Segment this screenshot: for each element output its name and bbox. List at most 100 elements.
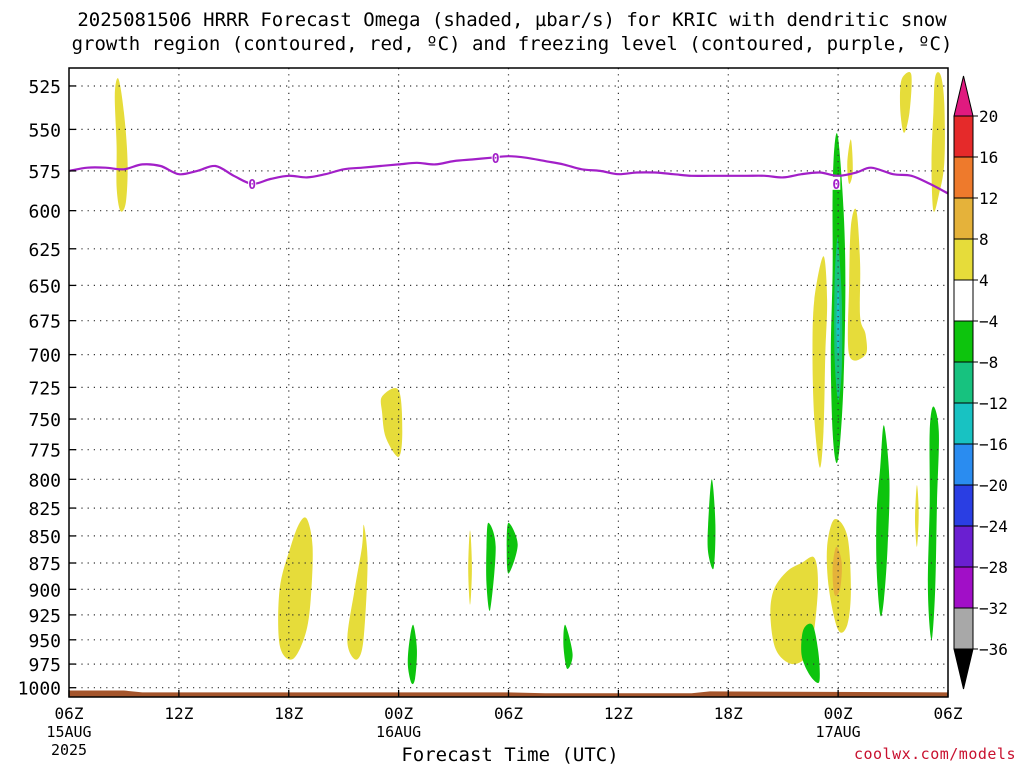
legend-swatch-top — [953, 75, 974, 117]
omega-area-10 — [847, 139, 853, 184]
legend-swatch-10 — [953, 525, 974, 568]
omega-area-18 — [506, 522, 518, 574]
omega-area-17 — [407, 624, 417, 685]
legend-swatch-6 — [953, 361, 974, 404]
x-tick-label-48: 06Z — [934, 704, 963, 723]
legend-label-4: 4 — [979, 271, 989, 290]
grid — [69, 68, 948, 697]
legend-swatch-1 — [953, 156, 974, 199]
y-tick-label-650: 650 — [28, 276, 61, 297]
legend-label-3: 8 — [979, 230, 989, 249]
legend-swatch-12 — [953, 607, 974, 650]
y-tick-label-625: 625 — [28, 240, 61, 261]
y-tick-label-775: 775 — [28, 441, 61, 462]
chart-title-line-1: 2025081506 HRRR Forecast Omega (shaded, … — [77, 9, 947, 31]
legend-label-6: −8 — [979, 353, 998, 372]
y-tick-label-600: 600 — [28, 202, 61, 223]
omega-area-3 — [347, 524, 368, 660]
omega-area-19 — [486, 522, 496, 611]
legend-swatch-bottom — [953, 648, 974, 690]
freezing-level-line — [68, 155, 949, 195]
omega-area-11 — [899, 72, 912, 133]
y-tick-label-525: 525 — [28, 77, 61, 98]
y-tick-label-925: 925 — [28, 606, 61, 627]
site-credit: coolwx.com/models — [853, 745, 1016, 763]
x-tick-label-42: 00Z — [824, 704, 853, 723]
freezing-label-bg-1 — [491, 150, 500, 164]
x-tick-date-42: 17AUG — [816, 723, 861, 741]
legend-swatch-5 — [953, 320, 974, 363]
y-tick-label-800: 800 — [28, 470, 61, 491]
legend-swatch-3 — [953, 238, 974, 281]
omega-area-1 — [380, 387, 403, 457]
legend-label-10: −24 — [979, 517, 1008, 536]
y-tick-label-825: 825 — [28, 499, 61, 520]
freezing-level-label-0: 0 — [248, 178, 256, 193]
omega-area-2 — [278, 517, 313, 660]
y-tick-label-975: 975 — [28, 655, 61, 676]
y-tick-label-850: 850 — [28, 527, 61, 548]
y-tick-label-550: 550 — [28, 120, 61, 141]
legend-swatch-0 — [953, 115, 974, 158]
omega-area-0 — [114, 78, 128, 212]
freezing-level-label-2: 0 — [832, 178, 840, 193]
legend-label-2: 12 — [979, 189, 998, 208]
x-tick-label-30: 12Z — [604, 704, 633, 723]
x-tick-date-18: 16AUG — [376, 723, 421, 741]
freezing-level-label-1: 0 — [492, 152, 500, 167]
legend-swatch-9 — [953, 484, 974, 527]
legend-label-1: 16 — [979, 148, 998, 167]
color-legend: 20 16 12 8 4 −4 −8 −12 −16 −20 −24 −28 −32 −36 — [953, 75, 1008, 690]
omega-area-23 — [876, 425, 890, 617]
x-axis-label: Forecast Time (UTC) — [401, 744, 619, 766]
y-tick-label-950: 950 — [28, 631, 61, 652]
y-tick-label-675: 675 — [28, 312, 61, 333]
y-tick-label-575: 575 — [28, 162, 61, 183]
legend-swatch-4 — [953, 279, 974, 322]
x-tick-label-0: 06Z — [55, 704, 84, 723]
x-tick-label-18: 00Z — [384, 704, 413, 723]
x-tick-label-24: 06Z — [494, 704, 523, 723]
legend-label-11: −28 — [979, 558, 1008, 577]
omega-area-4 — [468, 530, 472, 605]
omega-shaded-areas — [114, 72, 945, 685]
omega-area-7 — [832, 546, 842, 596]
legend-swatch-7 — [953, 402, 974, 445]
legend-label-7: −12 — [979, 394, 1008, 413]
omega-area-8 — [812, 256, 828, 468]
omega-area-24 — [927, 406, 939, 640]
y-tick-label-1000: 1000 — [18, 679, 61, 700]
y-tick-label-875: 875 — [28, 554, 61, 575]
legend-swatch-11 — [953, 566, 974, 609]
chart-title-line-2: growth region (contoured, red, ºC) and f… — [71, 33, 953, 55]
x-tick-date-0: 15AUG — [46, 723, 91, 741]
x-tick-year-0: 2025 — [51, 741, 87, 759]
y-tick-label-700: 700 — [28, 346, 61, 367]
x-tick-label-36: 18Z — [714, 704, 743, 723]
legend-label-5: −4 — [979, 312, 998, 331]
omega-area-22 — [801, 623, 820, 683]
axes: 525 550 575 600 625 650 675 700 725 750 775 800 825 8… — [18, 67, 963, 759]
freezing-label-bg-0 — [248, 176, 257, 190]
freezing-level-contour: 0 0 0 — [68, 150, 949, 195]
y-tick-label-750: 750 — [28, 410, 61, 431]
omega-area-12 — [931, 72, 945, 212]
x-tick-label-6: 12Z — [164, 704, 193, 723]
x-tick-label-12: 18Z — [274, 704, 303, 723]
legend-swatch-2 — [953, 197, 974, 240]
y-tick-label-900: 900 — [28, 580, 61, 601]
freezing-label-bg-2 — [832, 176, 841, 190]
omega-area-21 — [707, 479, 716, 570]
omega-area-13 — [915, 485, 919, 547]
y-tick-label-725: 725 — [28, 378, 61, 399]
omega-area-9 — [847, 208, 868, 361]
legend-label-13: −36 — [979, 640, 1008, 659]
legend-label-8: −16 — [979, 435, 1008, 454]
legend-label-9: −20 — [979, 476, 1008, 495]
legend-swatch-8 — [953, 443, 974, 486]
omega-area-20 — [563, 624, 573, 670]
legend-label-0: 20 — [979, 107, 998, 126]
omega-area-16 — [836, 285, 840, 355]
